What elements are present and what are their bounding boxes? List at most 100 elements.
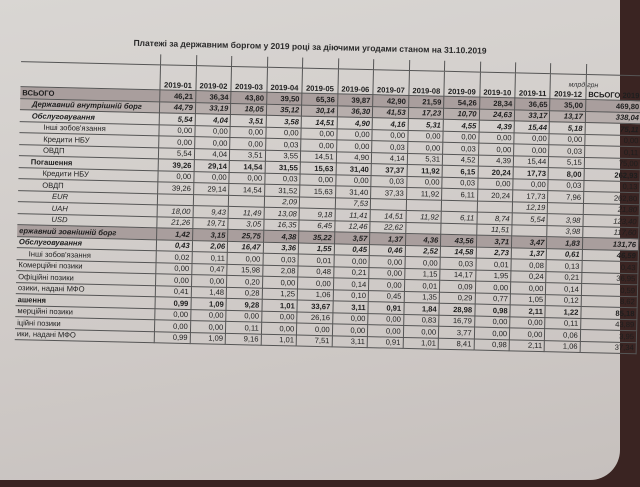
- value-cell: 14,51: [301, 116, 338, 129]
- value-cell: 46,21: [159, 89, 196, 103]
- value-cell: 0,01: [404, 279, 440, 292]
- value-cell: 0,98: [473, 338, 510, 351]
- value-cell: 12,46: [334, 220, 371, 233]
- value-cell: 0,13: [546, 259, 583, 272]
- column-header: 2019-04: [266, 67, 303, 94]
- empty-cell: [302, 57, 339, 69]
- value-cell: 0,00: [332, 323, 368, 337]
- value-cell: 0,48: [297, 265, 334, 278]
- value-cell: 0,00: [156, 262, 192, 275]
- value-cell: 0,14: [333, 277, 369, 291]
- value-cell: 15,63: [300, 162, 337, 175]
- value-cell: 2,09: [264, 195, 300, 209]
- value-cell: 20,24: [477, 189, 513, 202]
- value-cell: 0,00: [229, 171, 265, 185]
- value-cell: 5,54: [158, 147, 195, 160]
- value-cell: 0,00: [190, 309, 227, 322]
- value-cell: 0,00: [509, 327, 545, 341]
- value-cell: 0,00: [229, 137, 266, 150]
- value-cell: 9,16: [225, 332, 262, 346]
- value-cell: 14,51: [300, 150, 337, 163]
- value-cell: 0,00: [336, 139, 373, 153]
- value-cell: 36,65: [514, 97, 551, 111]
- value-cell: 2,08: [262, 264, 299, 278]
- value-cell: 0,00: [404, 256, 441, 269]
- value-cell: 0,00: [478, 131, 515, 144]
- value-cell: 1,25: [261, 287, 298, 301]
- value-cell: 4,36: [405, 233, 441, 246]
- value-cell: 0,11: [191, 251, 228, 264]
- value-cell: 15,44: [514, 120, 550, 134]
- value-cell: 42,90: [372, 94, 409, 107]
- value-cell: 18,00: [157, 204, 194, 218]
- value-cell: 0,10: [332, 289, 369, 302]
- value-cell: 1,48: [190, 286, 227, 299]
- value-cell: 14,51: [370, 209, 406, 222]
- empty-cell: [231, 55, 268, 68]
- value-cell: 1,06: [544, 340, 581, 353]
- empty-cell: [409, 59, 445, 72]
- value-cell: 15,44: [513, 155, 549, 168]
- value-cell: 19,71: [192, 217, 229, 230]
- value-cell: 3,11: [332, 300, 369, 314]
- value-cell: [193, 194, 229, 207]
- value-cell: 0,03: [440, 257, 476, 270]
- value-cell: 0,00: [193, 171, 230, 184]
- value-cell: 28,34: [479, 97, 515, 110]
- value-cell: 8,74: [476, 212, 513, 225]
- value-cell: 9,28: [226, 298, 262, 311]
- value-cell: 65,36: [301, 93, 338, 106]
- value-cell: 0,03: [371, 140, 408, 153]
- value-cell: 0,00: [230, 125, 266, 139]
- value-cell: [157, 193, 194, 206]
- value-cell: 0,00: [477, 177, 514, 190]
- value-cell: 3,05: [228, 217, 264, 231]
- value-cell: 0,83: [403, 313, 440, 327]
- value-cell: 13,17: [549, 110, 586, 123]
- value-cell: 0,06: [544, 328, 581, 341]
- value-cell: 0,00: [368, 267, 405, 280]
- value-cell: [441, 199, 478, 213]
- value-cell: 37,34: [579, 340, 637, 354]
- debt-payments-table: 2019-01 2019-02 2019-03 2019-04 2019-05 2019-…: [14, 51, 640, 354]
- value-cell: 18,05: [230, 102, 267, 116]
- value-cell: 0,21: [546, 271, 582, 284]
- value-cell: 4,38: [263, 230, 299, 243]
- value-cell: 36,34: [195, 90, 232, 103]
- value-cell: 17,73: [513, 166, 549, 180]
- value-cell: 3,47: [511, 235, 548, 249]
- value-cell: [511, 224, 548, 237]
- value-cell: 0,91: [367, 336, 404, 349]
- value-cell: 37,33: [370, 186, 407, 199]
- value-cell: 16,79: [438, 314, 475, 328]
- value-cell: 1,06: [297, 288, 334, 301]
- value-cell: 1,55: [298, 242, 335, 255]
- value-cell: 0,47: [191, 263, 228, 276]
- value-cell: 4,04: [194, 148, 230, 161]
- value-cell: 4,52: [442, 153, 479, 167]
- empty-cell: [515, 62, 552, 74]
- value-cell: 3,98: [547, 213, 584, 226]
- value-cell: 20,24: [477, 166, 514, 179]
- value-cell: 3,77: [438, 326, 475, 339]
- value-cell: 2,06: [192, 240, 228, 253]
- value-cell: 0,00: [549, 133, 585, 146]
- value-cell: 9,43: [192, 205, 229, 218]
- value-cell: 2,73: [475, 246, 512, 259]
- value-cell: [547, 202, 584, 215]
- value-cell: 0,00: [297, 277, 334, 290]
- value-cell: 12,19: [512, 201, 548, 214]
- value-cell: 31,55: [264, 161, 301, 174]
- value-cell: 1,95: [475, 269, 512, 282]
- value-cell: 0,00: [261, 322, 297, 335]
- value-cell: [440, 222, 477, 236]
- value-cell: 1,09: [190, 297, 227, 310]
- value-cell: 1,01: [260, 333, 297, 347]
- column-header: 2019-01: [160, 64, 197, 91]
- value-cell: 0,61: [546, 248, 583, 261]
- value-cell: 0,91: [368, 301, 404, 314]
- value-cell: 31,52: [264, 184, 301, 197]
- row-label: ики, надані МФО: [14, 328, 155, 343]
- value-cell: 5,18: [549, 121, 586, 134]
- value-cell: 0,03: [442, 142, 479, 155]
